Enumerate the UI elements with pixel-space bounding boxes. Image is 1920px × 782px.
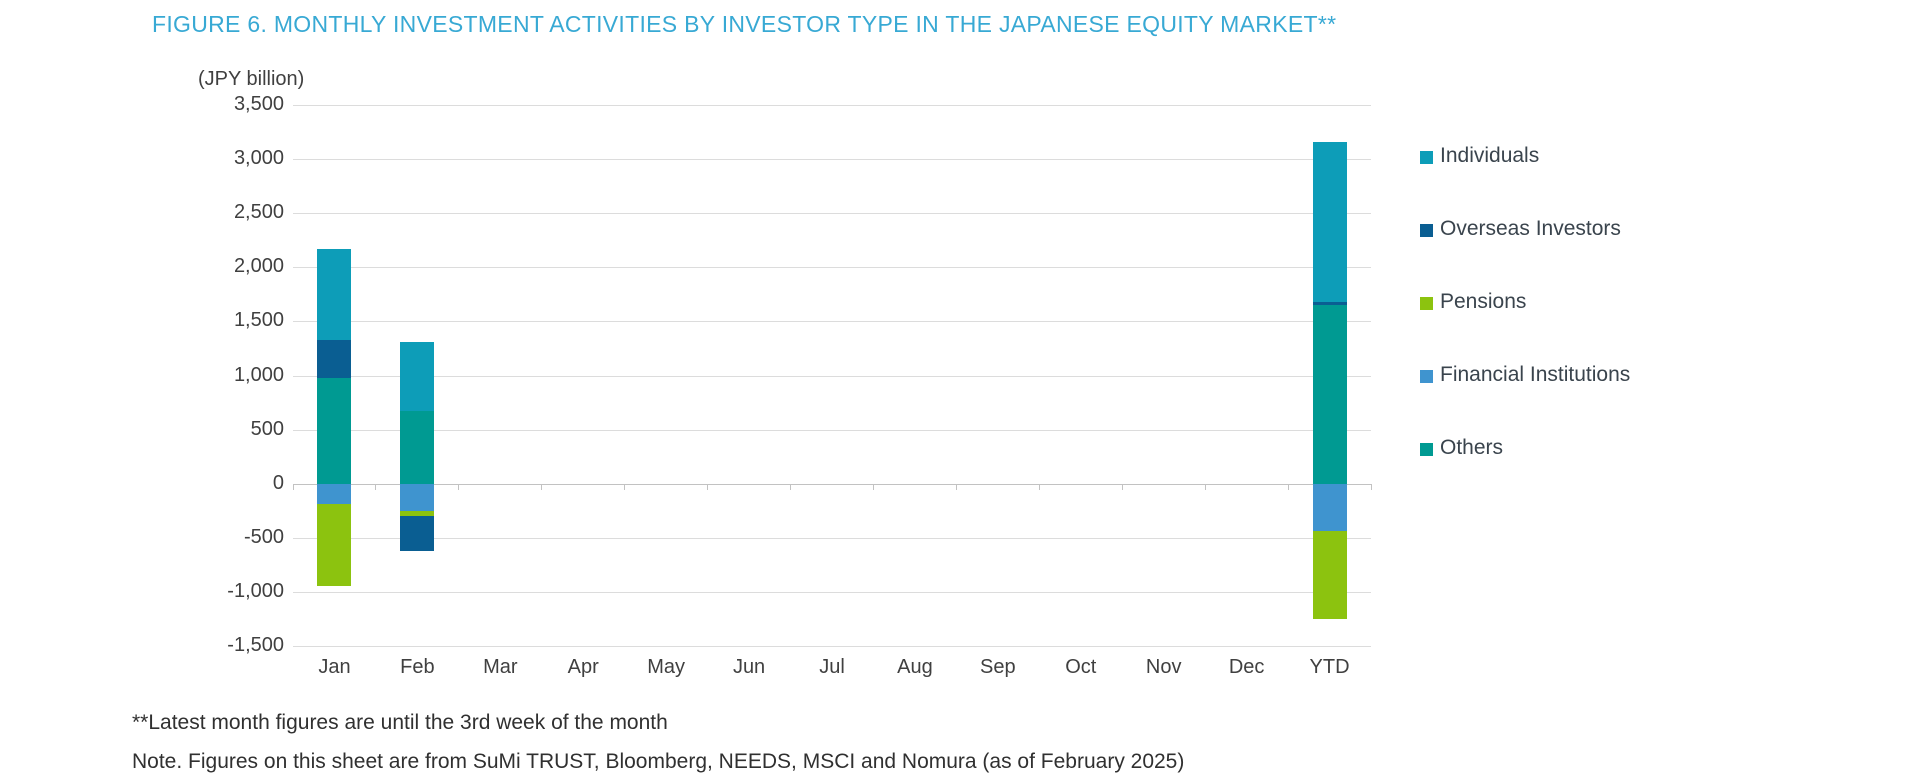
y-axis-tick-label: 500 bbox=[250, 417, 284, 440]
y-axis-tick-label: 3,500 bbox=[233, 93, 284, 115]
category-axis-tick bbox=[375, 483, 377, 490]
x-axis-label-ytd: YTD bbox=[1309, 656, 1350, 678]
bar-jan-financial-institutions bbox=[317, 483, 352, 505]
y-axis-unit-label: (JPY billion) bbox=[198, 68, 305, 90]
x-axis-label-jan: Jan bbox=[318, 656, 351, 678]
legend-item-pensions: Pensions bbox=[1420, 290, 1526, 315]
plot-area: Jan Feb Mar Apr May Jun Jul Aug Sep Oct Nov Dec YTD bbox=[292, 105, 1372, 678]
gridline bbox=[293, 591, 1371, 593]
x-axis-label-feb: Feb bbox=[400, 656, 435, 678]
bar-feb-financial-institutions bbox=[400, 483, 435, 511]
bar-jan-individuals bbox=[317, 248, 352, 340]
category-axis-tick bbox=[1204, 483, 1206, 490]
bar-ytd-others bbox=[1312, 305, 1347, 484]
chart-title: FIGURE 6. MONTHLY INVESTMENT ACTIVITIES … bbox=[152, 11, 1337, 37]
x-axis-label-jul: Jul bbox=[819, 656, 845, 678]
y-axis-tick-label: 1,500 bbox=[233, 309, 284, 332]
footnote-source: Note. Figures on this sheet are from SuM… bbox=[132, 750, 1185, 773]
y-axis-tick-label: 3,000 bbox=[233, 147, 284, 170]
legend-swatch-individuals bbox=[1420, 151, 1433, 164]
gridline bbox=[293, 375, 1371, 377]
gridline bbox=[293, 537, 1371, 539]
y-axis-tick-labels: 3,500 3,000 2,500 2,000 1,500 1,000 500 0 -500 -1… bbox=[150, 93, 284, 656]
gridline bbox=[293, 267, 1371, 269]
bar-ytd-overseas-investors bbox=[1312, 301, 1347, 306]
gridline bbox=[293, 105, 1371, 106]
category-axis-tick bbox=[707, 483, 709, 490]
gridline bbox=[293, 429, 1371, 431]
x-axis-label-mar: Mar bbox=[483, 656, 518, 678]
category-axis-tick bbox=[458, 483, 460, 490]
legend-swatch-financial-institutions bbox=[1420, 370, 1433, 383]
x-axis-label-aug: Aug bbox=[897, 656, 933, 678]
zero-axis-line bbox=[293, 483, 1371, 485]
bar-feb-individuals bbox=[400, 341, 435, 412]
legend-item-others: Others bbox=[1420, 436, 1503, 461]
category-axis-tick bbox=[790, 483, 792, 490]
x-axis-label-nov: Nov bbox=[1145, 656, 1182, 678]
category-axis-tick bbox=[955, 483, 957, 490]
x-axis-label-jun: Jun bbox=[732, 656, 766, 678]
gridline bbox=[293, 159, 1371, 161]
x-axis-label-may: May bbox=[647, 656, 686, 678]
bar-ytd-pensions bbox=[1312, 531, 1347, 619]
y-axis-tick-label: -1,500 bbox=[227, 634, 284, 656]
legend-swatch-others bbox=[1420, 443, 1433, 456]
category-axis-tick bbox=[872, 483, 874, 490]
category-axis-tick bbox=[624, 483, 626, 490]
y-axis-tick-label: -1,000 bbox=[227, 579, 284, 602]
y-axis-tick-label: 0 bbox=[272, 471, 284, 494]
bar-ytd-financial-institutions bbox=[1312, 483, 1347, 532]
legend-swatch-pensions bbox=[1420, 297, 1433, 310]
x-axis-label-dec: Dec bbox=[1228, 656, 1265, 678]
y-axis-tick-label: 2,000 bbox=[233, 255, 284, 278]
legend-label: Overseas Investors bbox=[1440, 217, 1621, 240]
bar-feb-overseas-investors bbox=[400, 516, 435, 551]
legend-label: Individuals bbox=[1440, 144, 1540, 167]
bar-jan-pensions bbox=[317, 504, 352, 587]
bar-jan-others bbox=[317, 377, 352, 484]
category-axis-tick bbox=[1121, 483, 1123, 490]
legend-item-financial-institutions: Financial Institutions bbox=[1420, 363, 1630, 388]
category-axis-tick bbox=[292, 483, 294, 490]
legend-label: Pensions bbox=[1440, 290, 1527, 313]
x-axis-label-sep: Sep bbox=[980, 656, 1016, 678]
gridline bbox=[293, 213, 1371, 215]
legend-label: Financial Institutions bbox=[1440, 363, 1631, 386]
bar-ytd-individuals bbox=[1312, 141, 1347, 302]
bar-feb-pensions bbox=[400, 510, 435, 517]
y-axis-tick-label: 1,000 bbox=[233, 363, 284, 386]
bar-feb-others bbox=[400, 411, 435, 484]
gridline bbox=[293, 321, 1371, 323]
y-axis-tick-label: 2,500 bbox=[233, 201, 284, 224]
legend-item-individuals: Individuals bbox=[1420, 144, 1539, 169]
x-axis-label-apr: Apr bbox=[567, 656, 599, 678]
footnote-latest-month: **Latest month figures are until the 3rd… bbox=[132, 711, 668, 734]
chart-legend: Individuals Overseas Investors Pensions Fin… bbox=[1420, 144, 1840, 484]
category-axis-tick bbox=[541, 483, 543, 490]
y-axis-tick-label: -500 bbox=[243, 525, 284, 548]
x-axis-label-oct: Oct bbox=[1065, 656, 1097, 678]
category-axis-tick bbox=[1038, 483, 1040, 490]
legend-label: Others bbox=[1440, 436, 1504, 459]
bar-jan-overseas-investors bbox=[317, 339, 352, 378]
legend-item-overseas-investors: Overseas Investors bbox=[1420, 217, 1621, 242]
category-axis-tick bbox=[1287, 483, 1289, 490]
category-axis-tick bbox=[1370, 483, 1372, 490]
legend-swatch-overseas-investors bbox=[1420, 224, 1433, 237]
gridline bbox=[293, 646, 1371, 647]
